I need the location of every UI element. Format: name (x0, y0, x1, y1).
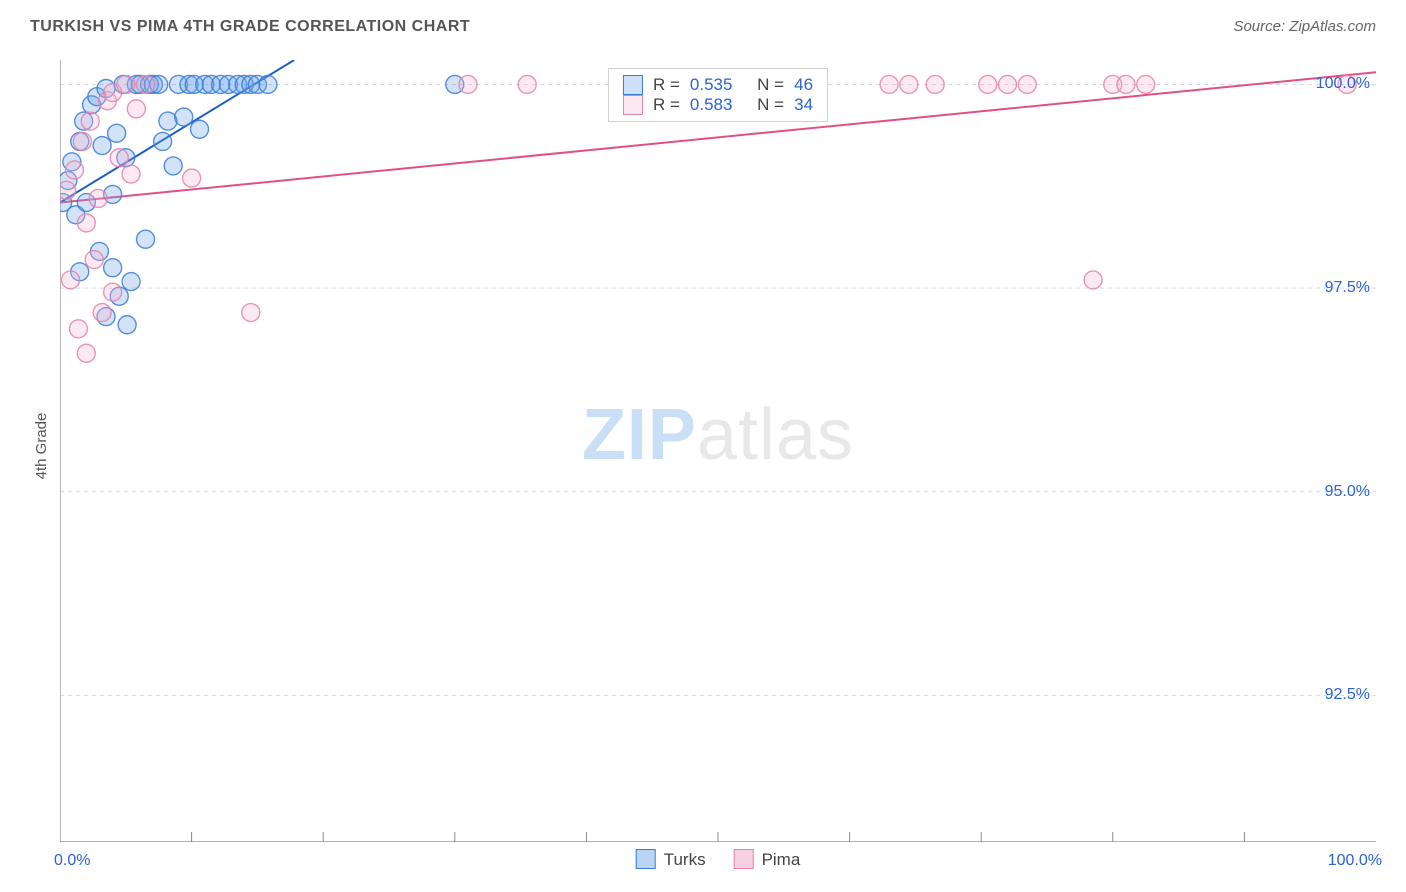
turks-swatch-icon (623, 75, 643, 95)
turks-n-value: 46 (794, 75, 813, 95)
x-max-label: 100.0% (1328, 852, 1382, 870)
chart-title: TURKISH VS PIMA 4TH GRADE CORRELATION CH… (30, 18, 470, 35)
y-tick-label: 97.5% (1325, 279, 1370, 297)
plot-area: ZIPatlas 92.5%95.0%97.5%100.0% 0.0% 100.… (60, 60, 1376, 842)
pima-swatch-icon (734, 849, 754, 869)
y-tick-label: 95.0% (1325, 483, 1370, 501)
turks-r-value: 0.535 (690, 75, 733, 95)
source-label: Source: ZipAtlas.com (1233, 18, 1376, 35)
x-min-label: 0.0% (54, 852, 90, 870)
legend-item-pima: Pima (734, 849, 801, 870)
legend-item-turks: Turks (636, 849, 706, 870)
y-tick-label: 92.5% (1325, 686, 1370, 704)
y-tick-label: 100.0% (1316, 75, 1370, 93)
pima-swatch-icon (623, 95, 643, 115)
correlation-legend: R = 0.535 N = 46 R = 0.583 N = 34 (608, 68, 828, 122)
series-legend: Turks Pima (636, 849, 801, 870)
y-axis-label: 4th Grade (33, 413, 50, 480)
scatter-plot (60, 60, 1376, 842)
pima-r-value: 0.583 (690, 95, 733, 115)
legend-row-pima: R = 0.583 N = 34 (623, 95, 813, 115)
turks-swatch-icon (636, 849, 656, 869)
pima-n-value: 34 (794, 95, 813, 115)
legend-row-turks: R = 0.535 N = 46 (623, 75, 813, 95)
